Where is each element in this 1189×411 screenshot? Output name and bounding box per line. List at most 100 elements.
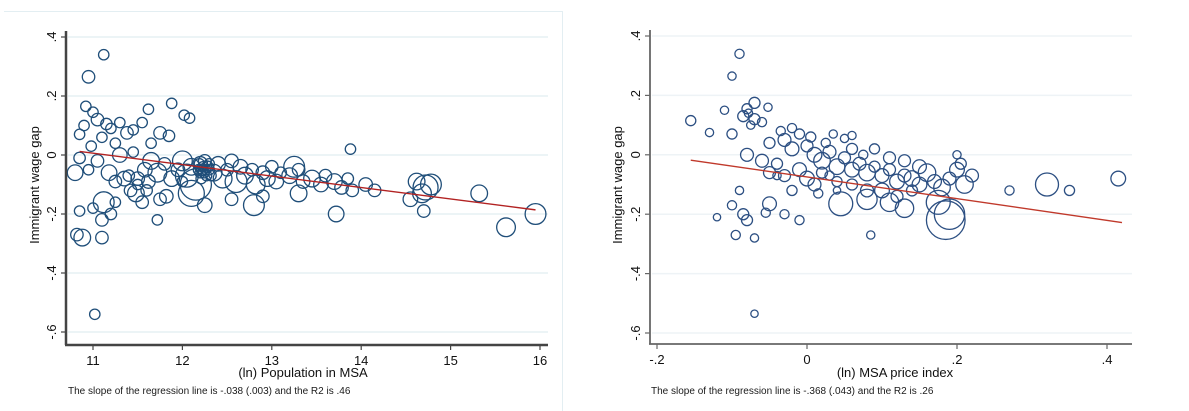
scatter-chart-population: .4 .2 0 -.2 -.4 -.6 11 12 13 14 15 16 (ln) Populati… xyxy=(27,31,548,397)
data-point xyxy=(70,227,84,242)
data-point xyxy=(171,150,193,172)
data-point xyxy=(97,48,110,61)
data-point xyxy=(794,214,805,226)
data-point xyxy=(832,186,842,195)
data-point xyxy=(879,192,900,213)
data-point xyxy=(88,308,101,321)
data-point xyxy=(283,155,306,178)
data-point xyxy=(868,143,881,155)
data-point xyxy=(162,129,176,143)
data-point xyxy=(813,151,831,170)
y-tick-label: -.2 xyxy=(44,206,59,221)
data-point xyxy=(763,136,776,150)
y-tick-label: .4 xyxy=(628,31,643,42)
data-point xyxy=(136,116,149,129)
data-point xyxy=(806,146,823,163)
data-point xyxy=(90,154,105,168)
data-point xyxy=(772,170,782,181)
data-point xyxy=(770,157,784,170)
data-point xyxy=(740,213,754,227)
data-point xyxy=(856,188,878,211)
chart-note: The slope of the regression line is -.03… xyxy=(68,386,351,397)
data-point xyxy=(341,172,355,185)
data-point xyxy=(242,194,265,217)
data-point xyxy=(142,103,155,116)
data-point xyxy=(726,128,738,140)
data-point xyxy=(1110,170,1127,187)
data-point xyxy=(1034,172,1060,197)
data-point xyxy=(847,130,857,141)
data-point xyxy=(151,214,164,226)
data-point xyxy=(925,200,966,241)
data-point xyxy=(948,161,966,178)
data-point xyxy=(73,205,86,217)
data-point xyxy=(775,125,786,137)
data-point xyxy=(1063,184,1076,197)
data-point xyxy=(805,131,817,143)
data-point xyxy=(737,110,750,123)
data-point xyxy=(741,103,753,115)
data-point xyxy=(268,173,285,190)
data-point xyxy=(407,172,426,191)
axes: .4 .2 0 -.2 -.4 -.6 -.2 0 .2 .4 xyxy=(628,30,1132,367)
data-point xyxy=(157,156,172,171)
data-point xyxy=(334,180,349,195)
data-point xyxy=(524,202,547,226)
data-point xyxy=(264,159,279,174)
x-tick-label: .2 xyxy=(952,352,963,367)
x-tick-label: 0 xyxy=(803,352,810,367)
data-point xyxy=(113,116,126,129)
data-point xyxy=(897,154,912,168)
x-tick-label: 15 xyxy=(443,353,457,368)
data-point xyxy=(87,106,99,119)
data-point xyxy=(784,141,800,157)
chart-note: The slope of the regression line is -.36… xyxy=(651,386,934,397)
data-point xyxy=(274,166,288,180)
x-axis-title: (ln) Population in MSA xyxy=(238,365,368,380)
data-point xyxy=(183,112,196,124)
data-point xyxy=(318,168,333,183)
data-point xyxy=(905,184,919,197)
x-tick-label: 14 xyxy=(354,353,368,368)
data-point xyxy=(193,158,206,170)
chart-panel-left: .4 .2 0 -.2 -.4 -.6 11 12 13 14 15 16 (ln) Populati… xyxy=(0,0,566,411)
data-point xyxy=(868,160,881,173)
data-point xyxy=(170,162,186,178)
points xyxy=(685,48,1127,319)
data-point xyxy=(327,205,345,223)
data-point xyxy=(857,149,869,161)
data-point xyxy=(926,173,943,190)
data-point xyxy=(730,229,741,241)
data-point xyxy=(496,217,517,238)
data-point xyxy=(135,195,150,210)
data-point xyxy=(894,198,915,219)
data-point xyxy=(411,183,433,204)
data-point xyxy=(865,230,876,240)
y-axis-title: Immigrant wage gap xyxy=(27,126,42,244)
data-point xyxy=(786,184,798,197)
data-point xyxy=(255,189,270,204)
data-point xyxy=(952,150,962,160)
data-point xyxy=(127,124,140,136)
x-tick-label: 12 xyxy=(175,353,189,368)
data-point xyxy=(289,184,308,203)
x-tick-label: -.2 xyxy=(649,352,664,367)
data-point xyxy=(174,163,199,188)
data-point xyxy=(726,200,738,211)
y-tick-label: 0 xyxy=(44,151,59,158)
data-point xyxy=(739,147,755,162)
data-point xyxy=(66,164,84,182)
data-point xyxy=(402,191,419,208)
data-point xyxy=(104,207,118,221)
gridlines xyxy=(68,36,548,333)
data-point xyxy=(145,137,157,150)
data-point xyxy=(105,122,117,135)
data-point xyxy=(73,228,92,247)
data-point xyxy=(749,233,760,243)
data-point xyxy=(79,100,92,113)
chart-frame xyxy=(4,11,563,411)
data-point xyxy=(203,163,216,176)
gridlines xyxy=(652,35,1132,334)
regression-line xyxy=(79,150,536,211)
y-tick-label: -.2 xyxy=(628,207,643,222)
